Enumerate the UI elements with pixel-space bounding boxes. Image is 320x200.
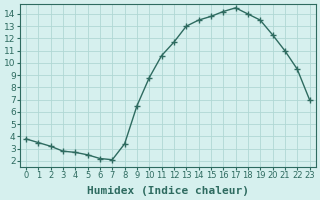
X-axis label: Humidex (Indice chaleur): Humidex (Indice chaleur) [87, 186, 249, 196]
